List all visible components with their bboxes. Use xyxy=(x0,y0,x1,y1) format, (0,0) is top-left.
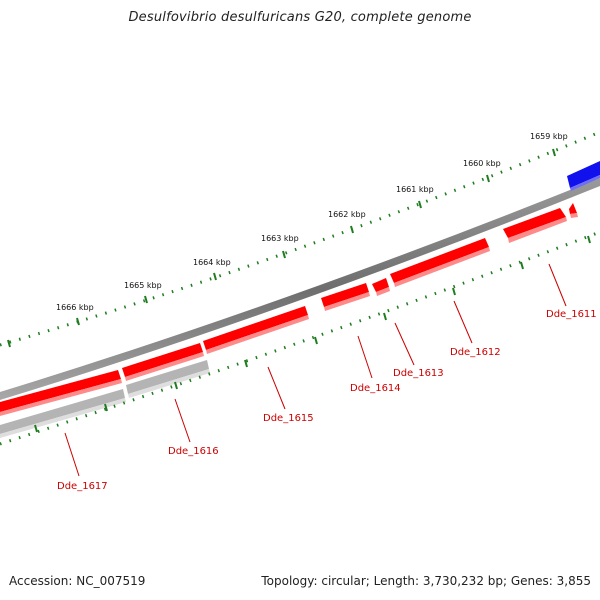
gene-arrow-dde1612-shadow xyxy=(394,247,490,287)
gene-arrow-dde1613-shadow xyxy=(376,287,390,296)
inner-major-tick-h xyxy=(104,403,108,412)
outer-major-tick-1663 xyxy=(282,250,286,259)
ruler-label-1659: 1659 kbp xyxy=(530,132,568,141)
gene-label-dde1611: Dde_1611 xyxy=(546,309,597,320)
ruler-label-1664: 1664 kbp xyxy=(193,258,231,267)
gene-gray-dde1616 xyxy=(126,360,209,394)
leader-dde1615 xyxy=(267,366,286,410)
gene-arrow-dde1617-shadow xyxy=(0,379,122,416)
ruler-label-1665: 1665 kbp xyxy=(124,281,162,290)
ruler-label-1666: 1666 kbp xyxy=(56,303,94,312)
gene-features xyxy=(0,203,578,438)
outer-major-tick-1660 xyxy=(486,174,490,183)
inner-major-tick-b xyxy=(520,261,524,270)
footer-genome-stats: Topology: circular; Length: 3,730,232 bp… xyxy=(261,574,591,588)
inner-ruler xyxy=(0,230,600,446)
gene-arrow-small-shadow xyxy=(570,213,578,218)
inner-major-tick-d xyxy=(383,312,387,321)
gene-label-dde1617: Dde_1617 xyxy=(57,481,108,492)
gene-arrow-dde1613 xyxy=(372,278,389,292)
gene-label-dde1613: Dde_1613 xyxy=(393,368,444,379)
gene-arrow-dde1617 xyxy=(0,370,121,412)
ruler-label-1662: 1662 kbp xyxy=(328,210,366,219)
genome-backbone xyxy=(0,178,600,400)
leader-dde1612 xyxy=(453,300,473,344)
inner-major-tick-i xyxy=(34,424,38,433)
inner-major-tick-g xyxy=(174,381,178,390)
leader-dde1614 xyxy=(357,335,373,379)
gene-arrow-dde1612 xyxy=(390,238,489,283)
ruler-label-1661: 1661 kbp xyxy=(396,185,434,194)
gene-gray-dde1616-shadow xyxy=(128,369,210,398)
ruler-label-1660: 1660 kbp xyxy=(463,159,501,168)
gene-arrow-dde1611 xyxy=(503,208,566,238)
gene-arrow-dde1616-shadow xyxy=(125,352,204,381)
gene-arrow-dde1614 xyxy=(321,283,369,307)
ruler-labels: 1659 kbp 1660 kbp 1661 kbp 1662 kbp 1663… xyxy=(56,132,568,312)
inner-ruler-minor-ticks xyxy=(0,230,600,446)
gene-gray-dde1617 xyxy=(0,389,125,434)
label-leaders xyxy=(64,263,567,477)
outer-major-tick-1662 xyxy=(350,225,354,234)
ruler-label-1663: 1663 kbp xyxy=(261,234,299,243)
gene-arrow-dde1615-shadow xyxy=(206,315,309,354)
gene-labels: Dde_1611 Dde_1612 Dde_1613 Dde_1614 Dde_… xyxy=(57,309,597,492)
leader-dde1616 xyxy=(174,398,191,443)
gene-blue-other-shadow xyxy=(570,175,600,191)
gene-arrow-dde1611-shadow xyxy=(508,217,567,243)
gene-arrow-dde1615 xyxy=(203,306,308,350)
map-title: Desulfovibrio desulfuricans G20, complet… xyxy=(128,10,472,25)
gene-label-dde1614: Dde_1614 xyxy=(350,383,401,394)
inner-major-tick-f xyxy=(244,359,248,368)
leader-dde1617 xyxy=(64,432,80,477)
outer-ruler xyxy=(0,130,600,348)
inner-major-tick-a xyxy=(587,235,591,244)
leader-dde1613 xyxy=(394,322,415,366)
gene-label-dde1615: Dde_1615 xyxy=(263,413,314,424)
outer-major-tick-1661 xyxy=(418,200,422,209)
inner-major-tick-e xyxy=(314,336,318,345)
footer-accession: Accession: NC_007519 xyxy=(9,574,146,588)
outer-major-tick-1667 xyxy=(7,339,11,348)
outer-major-tick-1666 xyxy=(76,317,80,326)
outer-ruler-minor-ticks xyxy=(0,130,600,347)
gene-arrow-small xyxy=(569,203,577,214)
gene-label-dde1612: Dde_1612 xyxy=(450,347,501,358)
outer-major-tick-1665 xyxy=(144,295,148,304)
gene-arrow-dde1616 xyxy=(122,343,203,377)
gene-arrow-dde1614-shadow xyxy=(324,292,370,311)
outer-major-tick-1659 xyxy=(552,148,556,157)
inner-major-tick-c xyxy=(452,287,456,296)
gene-label-dde1616: Dde_1616 xyxy=(168,446,219,457)
gene-gray-dde1617-shadow xyxy=(0,398,126,438)
leader-dde1611 xyxy=(548,263,567,307)
gene-blue-other xyxy=(567,161,600,188)
outer-major-tick-1664 xyxy=(213,272,217,281)
